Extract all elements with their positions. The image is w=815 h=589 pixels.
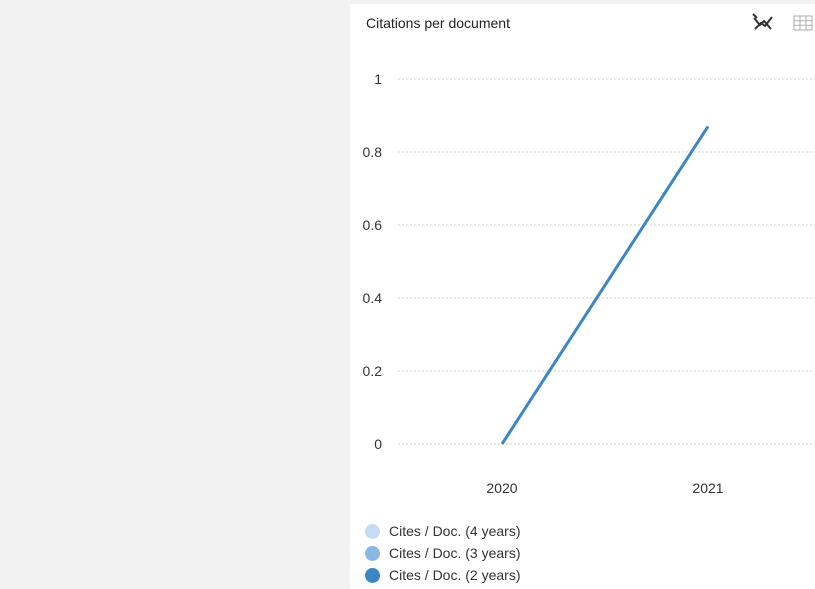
x-tick-label: 2021 (692, 480, 723, 496)
y-tick-label: 1 (374, 71, 382, 87)
legend-item[interactable]: Cites / Doc. (2 years) (365, 564, 520, 586)
legend-swatch (365, 567, 380, 583)
legend-swatch (365, 523, 380, 539)
chart-legend: Cites / Doc. (4 years) Cites / Doc. (3 ye… (365, 520, 520, 586)
y-tick-label: 0.6 (363, 217, 383, 233)
legend-item[interactable]: Cites / Doc. (4 years) (365, 520, 520, 542)
series-line[interactable] (500, 125, 710, 445)
y-tick-label: 0.8 (363, 144, 383, 160)
y-tick-label: 0.2 (363, 363, 383, 379)
legend-swatch (365, 545, 380, 561)
no-line-chart-icon[interactable] (751, 11, 775, 35)
y-tick-label: 0 (374, 436, 382, 452)
y-axis-ticks: 0 0.2 0.4 0.6 0.8 1 (363, 71, 383, 452)
x-tick-label: 2020 (486, 480, 517, 496)
legend-item[interactable]: Cites / Doc. (3 years) (365, 542, 520, 564)
table-grid-icon[interactable] (791, 11, 815, 35)
gridlines (398, 78, 815, 445)
y-tick-label: 0.4 (363, 290, 383, 306)
legend-label: Cites / Doc. (2 years) (389, 567, 521, 583)
line-chart: 0 0.2 0.4 0.6 0.8 1 2020 2021 (363, 71, 815, 496)
x-axis-ticks: 2020 2021 (486, 480, 723, 496)
chart-title: Citations per document (366, 15, 510, 31)
legend-label: Cites / Doc. (4 years) (389, 523, 521, 539)
chart-card: Citations per document 0 0.2 0.4 0.6 0.8 1 20… (350, 4, 815, 589)
series-lines (500, 125, 710, 445)
legend-label: Cites / Doc. (3 years) (389, 545, 521, 561)
